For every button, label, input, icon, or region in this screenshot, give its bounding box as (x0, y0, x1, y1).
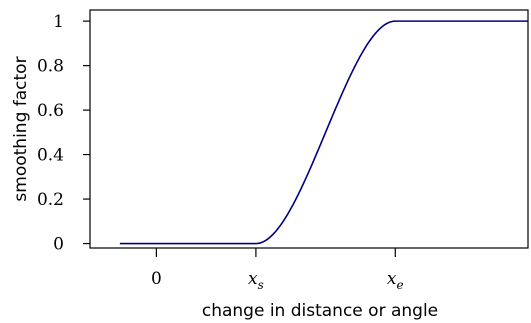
x-tick-label-subscript: s (258, 278, 264, 292)
y-axis-label: smoothing factor (11, 56, 31, 201)
x-tick-label: 0 (151, 269, 162, 289)
x-tick-label-main: x (248, 269, 258, 289)
y-tick-label: 0 (53, 235, 64, 255)
y-tick-label: 0.6 (37, 101, 64, 121)
x-tick-label: xs (248, 269, 264, 292)
y-axis: 0 0.2 0.4 0.6 0.8 1 (37, 12, 90, 255)
x-axis-label: change in distance or angle (202, 301, 438, 321)
y-tick-label: 0.2 (37, 190, 64, 210)
x-tick-label-main: x (387, 269, 397, 289)
series-line-smoothing-factor (119, 20, 528, 245)
plot-frame (89, 9, 529, 249)
x-axis: 0 xs xe (151, 248, 404, 292)
y-tick-label: 1 (53, 12, 64, 32)
x-tick-label-main: 0 (151, 269, 162, 289)
y-tick-label: 0.4 (37, 146, 64, 166)
x-tick-label: xe (387, 269, 404, 292)
y-tick-label: 0.8 (37, 57, 64, 77)
x-tick-label-subscript: e (397, 278, 404, 292)
